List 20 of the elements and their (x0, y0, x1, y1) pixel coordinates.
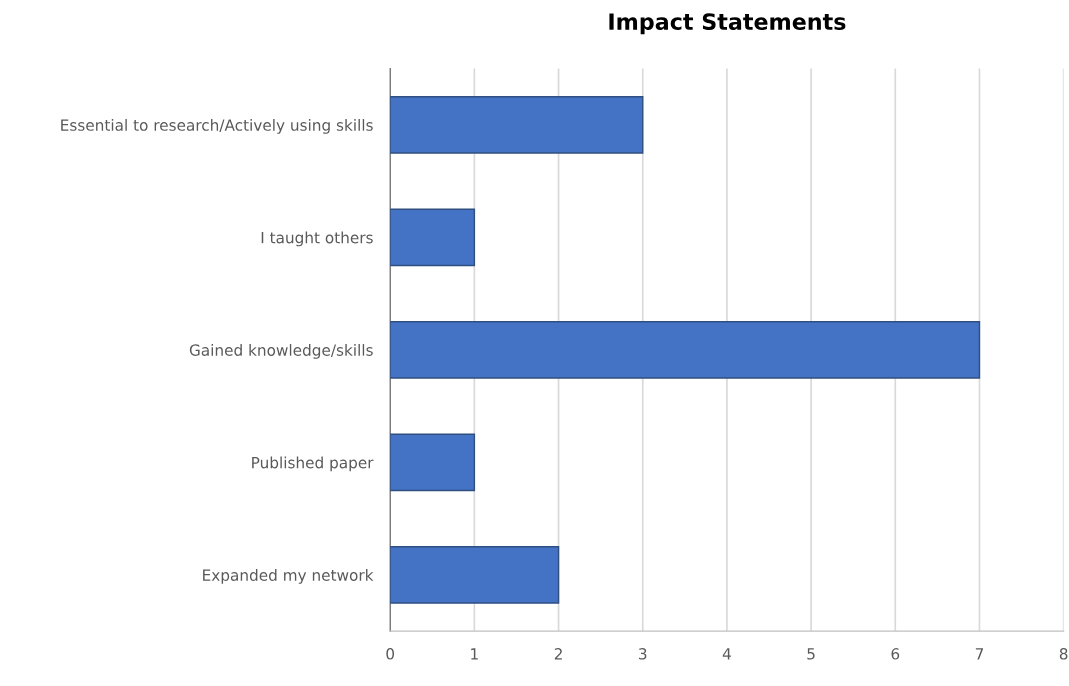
bar (390, 96, 644, 154)
x-tick-label: 1 (471, 648, 478, 660)
x-tick-label: 5 (807, 648, 815, 660)
x-tick-label: 2 (554, 648, 562, 660)
y-tick-label: Essential to research/Actively using skills (61, 119, 373, 134)
x-tick-label: 6 (891, 648, 900, 660)
y-tick-label: Gained knowledge/skills (189, 344, 373, 359)
chart-title: Impact Statements (609, 13, 846, 35)
bar (390, 208, 476, 267)
x-tick-label: 8 (1059, 648, 1068, 660)
bar (390, 433, 476, 492)
bar (390, 321, 981, 379)
x-tick-label: 7 (975, 648, 984, 660)
y-tick-label: Published paper (252, 456, 374, 472)
y-tick-label: Expanded my network (203, 569, 374, 584)
x-tick-label: 3 (639, 648, 647, 660)
x-tick-label: 4 (722, 648, 731, 660)
x-tick-label: 0 (386, 648, 395, 660)
bar (390, 546, 560, 604)
y-tick-label: I taught others (261, 231, 373, 247)
